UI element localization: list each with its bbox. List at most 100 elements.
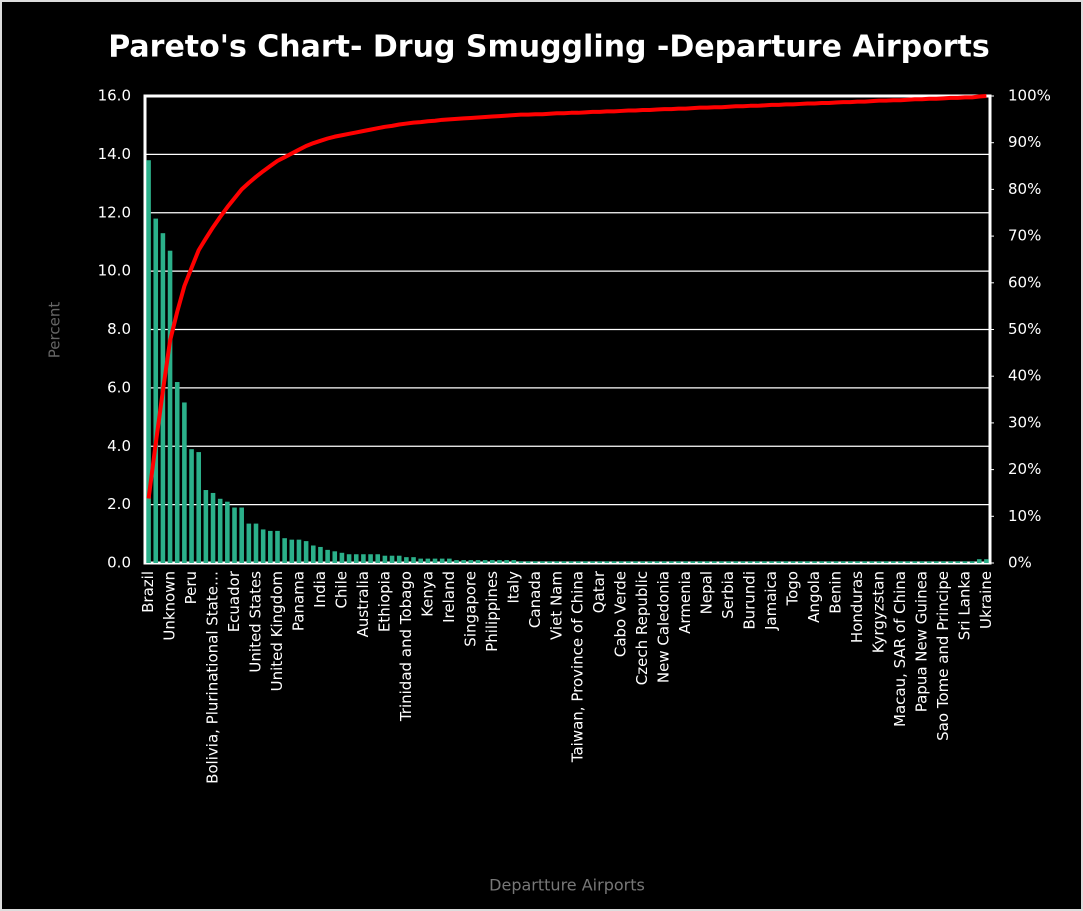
- bar: [396, 555, 402, 563]
- bar: [246, 523, 252, 563]
- bar: [969, 561, 975, 563]
- x-tick-label: India: [311, 571, 329, 608]
- y2-tick-label: 100%: [1008, 87, 1051, 105]
- y2-tick-label: 90%: [1008, 133, 1041, 151]
- bar: [797, 561, 803, 563]
- x-tick-label: Nepal: [698, 571, 716, 614]
- bar: [733, 561, 739, 563]
- bar: [196, 452, 201, 563]
- bar: [848, 561, 853, 563]
- x-tick-label: Angola: [805, 571, 823, 623]
- y-axis-title: Percent: [46, 302, 64, 359]
- bar: [891, 561, 896, 563]
- bar: [432, 558, 438, 563]
- x-tick-label: Italy: [504, 571, 522, 604]
- x-tick-label: Togo: [784, 571, 802, 607]
- bar: [404, 557, 409, 563]
- bar: [490, 560, 495, 563]
- bar: [690, 561, 696, 563]
- bar: [747, 561, 753, 563]
- bar: [532, 561, 538, 563]
- x-tick-label: Benin: [827, 571, 845, 614]
- y-tick-label: 0.0: [107, 554, 131, 572]
- y2-tick-label: 30%: [1008, 413, 1041, 431]
- bar: [597, 561, 603, 563]
- x-tick-label: New Caledonia: [655, 571, 673, 683]
- bar: [726, 561, 731, 563]
- bar: [976, 559, 982, 563]
- x-tick-label: Ireland: [440, 571, 458, 623]
- y-tick-label: 2.0: [107, 495, 131, 513]
- bar: [583, 561, 588, 563]
- y-tick-label: 4.0: [107, 437, 131, 455]
- bar: [783, 561, 789, 563]
- x-tick-label: Ecuador: [225, 570, 243, 632]
- bar: [418, 558, 423, 563]
- bar: [361, 554, 366, 563]
- x-tick-label: Ukraine: [977, 571, 995, 629]
- x-tick-label: Canada: [526, 571, 544, 628]
- bar: [540, 561, 545, 563]
- bar: [339, 552, 345, 563]
- bar: [253, 523, 259, 563]
- bar: [611, 561, 617, 563]
- bar: [633, 561, 638, 563]
- bar: [626, 561, 631, 563]
- bar: [676, 561, 681, 563]
- bar: [754, 561, 760, 563]
- x-tick-label: Czech Republic: [633, 571, 651, 685]
- plot-border: [143, 94, 992, 565]
- bar: [461, 560, 466, 563]
- bar: [869, 561, 875, 563]
- x-tick-label: Ethiopia: [375, 571, 393, 632]
- bar: [647, 561, 653, 563]
- bar: [833, 561, 839, 563]
- bar: [712, 561, 717, 563]
- x-tick-label: Australia: [354, 571, 372, 637]
- bar: [411, 557, 416, 563]
- bar: [275, 530, 280, 563]
- x-tick-label: Cabo Verde: [612, 571, 630, 657]
- x-tick-label: Bolivia, Plurinational State…: [204, 571, 222, 784]
- x-tick-label: Trinidad and Tobago: [397, 571, 415, 722]
- bar: [697, 561, 703, 563]
- x-tick-label: Peru: [182, 571, 200, 604]
- bar: [919, 561, 925, 563]
- x-tick-label: Jamaica: [762, 571, 780, 631]
- bar: [203, 490, 209, 563]
- bar: [654, 561, 660, 563]
- x-tick-label: Unknown: [161, 571, 179, 641]
- bar: [182, 402, 187, 563]
- bar: [332, 551, 338, 563]
- bar: [225, 501, 230, 563]
- bar: [289, 539, 295, 563]
- y2-tick-label: 60%: [1008, 273, 1041, 291]
- bar: [368, 554, 373, 563]
- bar: [189, 449, 194, 563]
- bar: [826, 561, 832, 563]
- bar: [604, 561, 610, 563]
- bar: [174, 382, 180, 563]
- x-tick-label: Singapore: [461, 571, 479, 647]
- bar: [905, 561, 910, 563]
- y2-tick-label: 10%: [1008, 507, 1041, 525]
- bar: [153, 218, 159, 563]
- bar: [683, 561, 688, 563]
- bar: [167, 250, 173, 563]
- bar: [590, 561, 595, 563]
- bar: [146, 160, 151, 563]
- bar: [819, 561, 825, 563]
- bar: [454, 560, 459, 563]
- bar: [554, 561, 560, 563]
- bar: [840, 561, 846, 563]
- bar: [640, 561, 645, 563]
- bar: [210, 492, 216, 563]
- x-tick-label: Armenia: [676, 571, 694, 634]
- bar: [568, 561, 574, 563]
- bar: [948, 561, 953, 563]
- bar: [282, 538, 287, 563]
- bar: [325, 549, 330, 563]
- y2-tick-label: 50%: [1008, 320, 1041, 338]
